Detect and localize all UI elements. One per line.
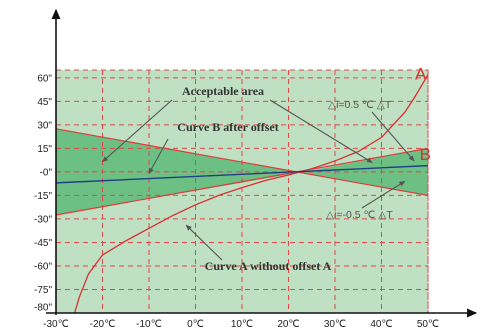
series-label-a: A <box>415 64 427 83</box>
series-label-b: B <box>420 145 431 164</box>
y-tick-label: -60" <box>34 261 52 272</box>
lower-boundary-line <box>55 147 429 216</box>
y-tick-label: 15" <box>37 144 52 155</box>
y-tick-label: -75" <box>34 285 52 296</box>
annotation-curve-b: Curve B after offset <box>177 120 278 134</box>
annotation-arrow <box>185 224 223 261</box>
annotation-acceptable-area: Acceptable area <box>182 84 264 98</box>
x-tick-label: 50℃ <box>417 319 439 330</box>
annotation-arrow <box>371 111 415 162</box>
annotation-arrow <box>361 180 406 209</box>
tick-labels-layer: 60" 45" 30" 15" -0" -15" -30" -45" -60" -75" -80" -… <box>34 73 439 330</box>
series-line-b <box>55 164 429 184</box>
x-tick-label: 0℃ <box>187 319 204 330</box>
series-line-a <box>73 74 429 314</box>
series-layer: AB <box>55 64 431 314</box>
boundary-lines-layer <box>55 128 429 216</box>
x-tick-label: 10℃ <box>231 319 253 330</box>
x-tick-label: 30℃ <box>324 319 346 330</box>
x-tick-label: 40℃ <box>370 319 392 330</box>
y-tick-label: 60" <box>37 73 52 84</box>
annotations-layer: Acceptable area Curve B after offset Curve… <box>102 84 415 273</box>
axes-layer <box>46 8 478 318</box>
annotation-delta-negative: △i=-0.5 ℃ △T <box>326 209 393 221</box>
y-tick-label: -45" <box>34 238 52 249</box>
y-tick-label: -15" <box>34 191 52 202</box>
x-tick-label: -20℃ <box>90 319 116 330</box>
x-tick-label: -10℃ <box>136 319 162 330</box>
y-tick-label: -0" <box>40 167 53 178</box>
x-tick-label: -30℃ <box>43 319 69 330</box>
annotation-arrow <box>269 99 373 163</box>
annotation-arrow <box>148 138 169 175</box>
annotation-arrow <box>102 99 173 163</box>
x-tick-label: 20℃ <box>277 319 299 330</box>
y-tick-label: -80" <box>34 303 52 314</box>
acceptable-area-left <box>56 128 301 216</box>
y-tick-label: 30" <box>37 120 52 131</box>
y-tick-label: 45" <box>37 97 52 108</box>
upper-boundary-line <box>55 128 429 197</box>
annotation-curve-a: Curve A without offset A <box>205 259 332 273</box>
y-tick-label: -30" <box>34 214 52 225</box>
annotation-delta-positive: △i=0.5 ℃ △T <box>328 99 392 111</box>
